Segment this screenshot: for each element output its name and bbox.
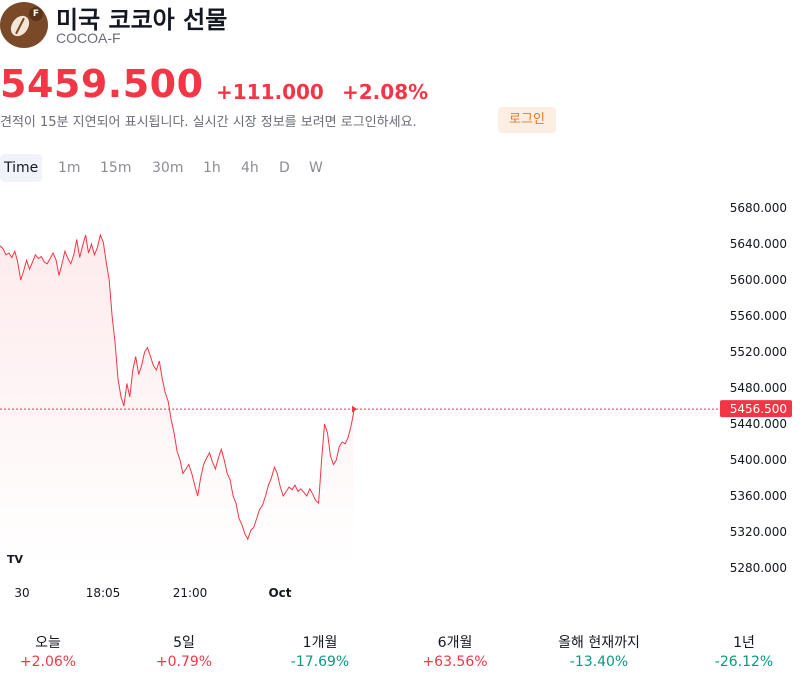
cocoa-bean-icon: F xyxy=(0,2,48,48)
tab-15m[interactable]: 15m xyxy=(100,160,132,176)
tab-w[interactable]: W xyxy=(309,160,323,176)
performance-row: 오늘 +2.06% 5일 +0.79% 1개월 -17.69% 6개월 +63.… xyxy=(0,632,800,676)
perf-ytd[interactable]: 올해 현재까지 -13.40% xyxy=(537,632,661,670)
y-axis: 5680.000 5640.000 5600.000 5560.000 5520.000… xyxy=(730,201,787,575)
x-tick-label: Oct xyxy=(268,586,291,600)
y-tick-label: 5360.000 xyxy=(730,489,787,503)
logo-badge: F xyxy=(29,7,43,21)
perf-5d[interactable]: 5일 +0.79% xyxy=(136,632,232,670)
perf-1m[interactable]: 1개월 -17.69% xyxy=(272,632,368,670)
tab-4h[interactable]: 4h xyxy=(241,160,259,176)
y-tick-label: 5600.000 xyxy=(730,273,787,287)
y-tick-label: 5320.000 xyxy=(730,525,787,539)
price-change: +111.000 xyxy=(216,80,324,104)
tab-1m[interactable]: 1m xyxy=(58,160,81,176)
last-price: 5459.500 xyxy=(0,62,204,106)
tradingview-logo-icon[interactable]: TV xyxy=(4,550,26,570)
perf-value: +2.06% xyxy=(19,654,77,670)
perf-6m[interactable]: 6개월 +63.56% xyxy=(407,632,503,670)
y-tick-label: 5680.000 xyxy=(730,201,787,215)
y-tick-label: 5520.000 xyxy=(730,345,787,359)
symbol-ticker: COCOA-F xyxy=(56,30,121,46)
y-tick-label: 5280.000 xyxy=(730,561,787,575)
perf-label: 1개월 xyxy=(302,635,338,651)
current-price-badge xyxy=(720,400,792,418)
y-tick-label: 5560.000 xyxy=(730,309,787,323)
tab-time[interactable]: Time xyxy=(0,154,43,182)
y-tick-label: 5640.000 xyxy=(730,237,787,251)
perf-value: -17.69% xyxy=(290,654,350,670)
symbol-header: F 미국 코코아 선물 COCOA-F xyxy=(0,0,800,50)
tab-d[interactable]: D xyxy=(279,160,290,176)
perf-value: -26.12% xyxy=(714,654,774,670)
tab-30m[interactable]: 30m xyxy=(152,160,184,176)
quote-row: 5459.500 +111.000 +2.08% xyxy=(0,62,800,108)
perf-label: 오늘 xyxy=(35,635,61,651)
perf-label: 올해 현재까지 xyxy=(558,635,640,651)
perf-value: +0.79% xyxy=(155,654,213,670)
perf-value: -13.40% xyxy=(569,654,629,670)
tab-1h[interactable]: 1h xyxy=(203,160,221,176)
current-price-label: 5456.500 xyxy=(730,402,787,416)
perf-today[interactable]: 오늘 +2.06% xyxy=(0,632,96,670)
timeframe-tabs: Time 1m 15m 30m 1h 4h D W xyxy=(0,154,800,182)
last-point-marker xyxy=(352,405,357,413)
x-axis: 30 18:05 21:00 Oct xyxy=(14,586,291,600)
perf-1y[interactable]: 1년 -26.12% xyxy=(696,632,792,670)
current-price-marker: 5456.500 xyxy=(352,400,792,418)
perf-label: 5일 xyxy=(173,635,195,651)
x-tick-label: 30 xyxy=(14,586,29,600)
y-tick-label: 5440.000 xyxy=(730,417,787,431)
perf-value: +63.56% xyxy=(422,654,488,670)
x-tick-label: 18:05 xyxy=(86,586,121,600)
perf-label: 6개월 xyxy=(437,635,473,651)
x-tick-label: 21:00 xyxy=(173,586,208,600)
price-chart[interactable]: 5680.000 5640.000 5600.000 5560.000 5520.000… xyxy=(0,190,800,610)
y-tick-label: 5480.000 xyxy=(730,381,787,395)
price-change-percent: +2.08% xyxy=(342,80,429,104)
price-area xyxy=(0,235,354,568)
delay-notice: 견적이 15분 지연되어 표시됩니다. 실시간 시장 정보를 보려면 로그인하세… xyxy=(0,115,417,130)
symbol-title: 미국 코코아 선물 xyxy=(56,6,228,34)
perf-label: 1년 xyxy=(733,635,755,651)
y-tick-label: 5400.000 xyxy=(730,453,787,467)
login-button[interactable]: 로그인 xyxy=(498,107,556,133)
price-line xyxy=(0,233,355,541)
